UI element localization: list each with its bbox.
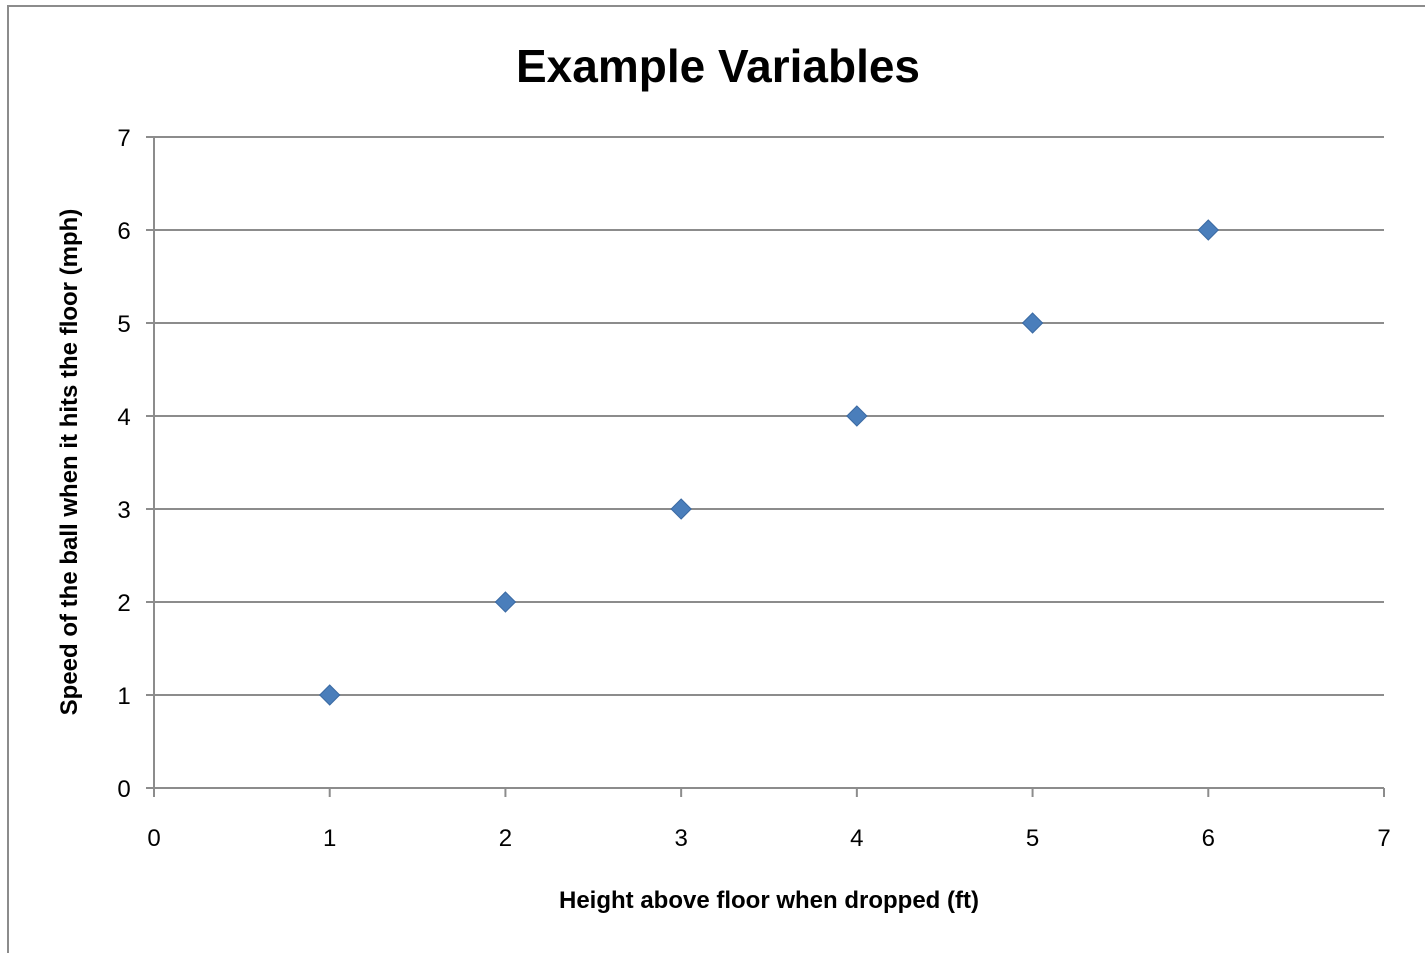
x-tick-label: 0 xyxy=(147,825,160,852)
y-tick-label: 1 xyxy=(117,683,130,710)
y-tick-label: 6 xyxy=(117,218,130,245)
x-tick-label: 5 xyxy=(1026,825,1039,852)
data-point-marker xyxy=(846,405,868,427)
data-point-marker xyxy=(670,498,692,520)
y-tick-label: 3 xyxy=(117,497,130,524)
y-axis-label: Speed of the ball when it hits the floor… xyxy=(56,209,83,716)
x-axis-label: Height above floor when dropped (ft) xyxy=(559,887,979,914)
x-tick-label: 2 xyxy=(499,825,512,852)
x-tick-labels: 0 1 2 3 4 5 6 7 xyxy=(147,825,1390,852)
y-tick-label: 7 xyxy=(117,125,130,152)
y-tick-labels: 0 1 2 3 4 5 6 7 xyxy=(117,125,130,803)
axes xyxy=(146,136,1385,797)
y-tick-label: 4 xyxy=(117,404,130,431)
data-point-marker xyxy=(494,591,517,613)
data-point-marker xyxy=(319,684,341,706)
data-point-marker xyxy=(1197,219,1219,241)
y-tick-label: 0 xyxy=(117,776,130,803)
x-tick-label: 6 xyxy=(1202,825,1215,852)
chart-title: Example Variables xyxy=(516,40,920,92)
x-tick-label: 4 xyxy=(850,825,863,852)
data-points xyxy=(319,219,1219,706)
chart-border xyxy=(7,5,1425,958)
x-tick-label: 7 xyxy=(1377,825,1390,852)
y-tick-label: 5 xyxy=(117,311,130,338)
gridlines xyxy=(154,136,1384,696)
x-tick-label: 1 xyxy=(323,825,336,852)
x-tick-label: 3 xyxy=(674,825,687,852)
y-tick-label: 2 xyxy=(117,590,130,617)
data-point-marker xyxy=(1021,312,1044,334)
